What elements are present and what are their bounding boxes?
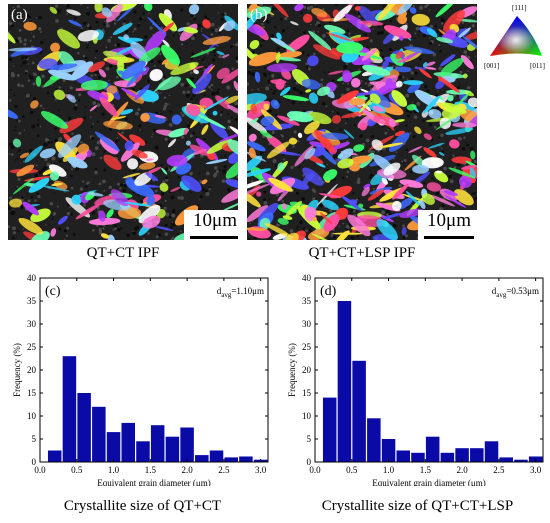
- histogram-bar: [224, 457, 238, 462]
- ipf-label-001: [001]: [484, 62, 500, 70]
- histogram-bar: [121, 422, 136, 462]
- histogram-d: 0 5 10 15 20 25 30 35 40 0.0 0.5 1.0 1.5 2.0 2.5 3.0 Equ…: [287, 273, 544, 486]
- ipf-map-b: (b) 10μm: [247, 4, 477, 240]
- panel-label-b: (b): [250, 7, 268, 23]
- caption-a: QT+CT IPF: [86, 245, 160, 261]
- histogram-bar: [239, 456, 253, 462]
- ipf-color-legend: [111] [001] [011]: [484, 4, 548, 74]
- x-tick-label: 2.0: [456, 465, 468, 475]
- grain-map-a: [8, 4, 238, 240]
- y-tick-label: 20: [302, 365, 312, 375]
- histogram-bar: [165, 436, 180, 462]
- histogram-bar: [62, 356, 77, 462]
- x-tick-label: 1.5: [145, 465, 157, 475]
- caption-d: Crystallite size of QT+CT+LSP: [321, 498, 514, 514]
- scale-bar-label-a: 10μm: [193, 210, 237, 231]
- x-axis-label: Equivalent grain diameter (μm): [372, 478, 486, 486]
- panel-label-a: (a): [11, 7, 28, 23]
- average-diameter-annotation: davg=1.10μm: [217, 286, 264, 299]
- histogram-bar: [136, 441, 150, 462]
- histogram-bar: [470, 448, 484, 462]
- histogram-bar: [195, 455, 209, 462]
- ipf-label-111: [111]: [512, 4, 527, 12]
- x-tick-label: 1.0: [383, 465, 395, 475]
- histogram-bar: [396, 450, 411, 462]
- y-tick-label: 40: [27, 273, 37, 283]
- histogram-bar: [425, 436, 440, 462]
- average-diameter-annotation: davg=0.53μm: [492, 286, 539, 299]
- y-tick-label: 15: [27, 388, 37, 398]
- ipf-map-a: (a) 10μm: [8, 4, 238, 240]
- x-tick-label: 0.0: [309, 465, 321, 475]
- scale-bar-a: 10μm: [184, 210, 238, 240]
- histogram-bar: [411, 452, 425, 462]
- x-tick-label: 3.0: [530, 465, 542, 475]
- x-tick-label: 0.5: [346, 465, 358, 475]
- histogram-bar: [499, 457, 513, 462]
- histogram-bar: [381, 439, 396, 462]
- histogram-bar: [47, 450, 62, 462]
- y-tick-label: 35: [302, 296, 312, 306]
- caption-b: QT+CT+LSP IPF: [308, 245, 416, 261]
- x-tick-label: 2.5: [493, 465, 505, 475]
- x-axis-label: Equivalent grain diameter (μm): [97, 478, 211, 486]
- y-tick-label: 25: [27, 342, 37, 352]
- x-tick-label: 1.5: [420, 465, 432, 475]
- scale-bar-b: 10μm: [418, 210, 477, 240]
- y-tick-label: 25: [302, 342, 312, 352]
- y-axis-label: Frequency (%): [287, 343, 297, 397]
- scale-bar-label-b: 10μm: [427, 210, 471, 231]
- histogram-bar: [367, 418, 381, 462]
- x-tick-label: 2.5: [218, 465, 230, 475]
- histogram-c: 0 5 10 15 20 25 30 35 40 0.0 0.5 1.0 1.5 2.0 2.5 3.0 Equ…: [12, 273, 269, 486]
- panel-label: (d): [320, 284, 337, 299]
- y-tick-label: 10: [302, 411, 312, 421]
- x-tick-label: 0.5: [71, 465, 83, 475]
- histogram-bar: [322, 397, 337, 462]
- y-tick-label: 35: [27, 296, 37, 306]
- histogram-bar: [514, 459, 528, 462]
- y-tick-label: 30: [27, 319, 37, 329]
- histogram-bar: [455, 448, 469, 462]
- y-tick-label: 10: [27, 411, 37, 421]
- x-tick-label: 1.0: [108, 465, 120, 475]
- histogram-bar: [484, 441, 499, 462]
- y-tick-label: 15: [302, 388, 312, 398]
- grain-map-b: [247, 4, 477, 240]
- y-axis-label: Frequency (%): [12, 343, 22, 397]
- scale-bar-line-b: [424, 236, 474, 239]
- scale-bar-line-a: [190, 236, 238, 239]
- y-tick-label: 0: [307, 457, 312, 467]
- y-tick-label: 5: [32, 434, 37, 444]
- x-tick-label: 0.0: [34, 465, 46, 475]
- y-tick-label: 30: [302, 319, 312, 329]
- ipf-label-011: [011]: [530, 62, 545, 70]
- y-tick-label: 0: [32, 457, 37, 467]
- caption-c: Crystallite size of QT+CT: [63, 498, 222, 514]
- histogram-bar: [352, 360, 366, 462]
- x-tick-label: 2.0: [181, 465, 193, 475]
- histogram-bar: [92, 406, 106, 462]
- y-tick-label: 20: [27, 365, 37, 375]
- histogram-bar: [209, 450, 224, 462]
- x-tick-label: 3.0: [255, 465, 267, 475]
- panel-label: (c): [45, 284, 61, 299]
- histogram-bar: [180, 427, 194, 462]
- histogram-bar: [106, 432, 121, 462]
- histogram-bar: [337, 301, 352, 462]
- histogram-bar: [77, 393, 91, 462]
- histogram-bar: [440, 452, 455, 462]
- y-tick-label: 40: [302, 273, 312, 283]
- histogram-bar: [150, 425, 165, 462]
- ipf-triangle: [490, 16, 542, 56]
- y-tick-label: 5: [307, 434, 312, 444]
